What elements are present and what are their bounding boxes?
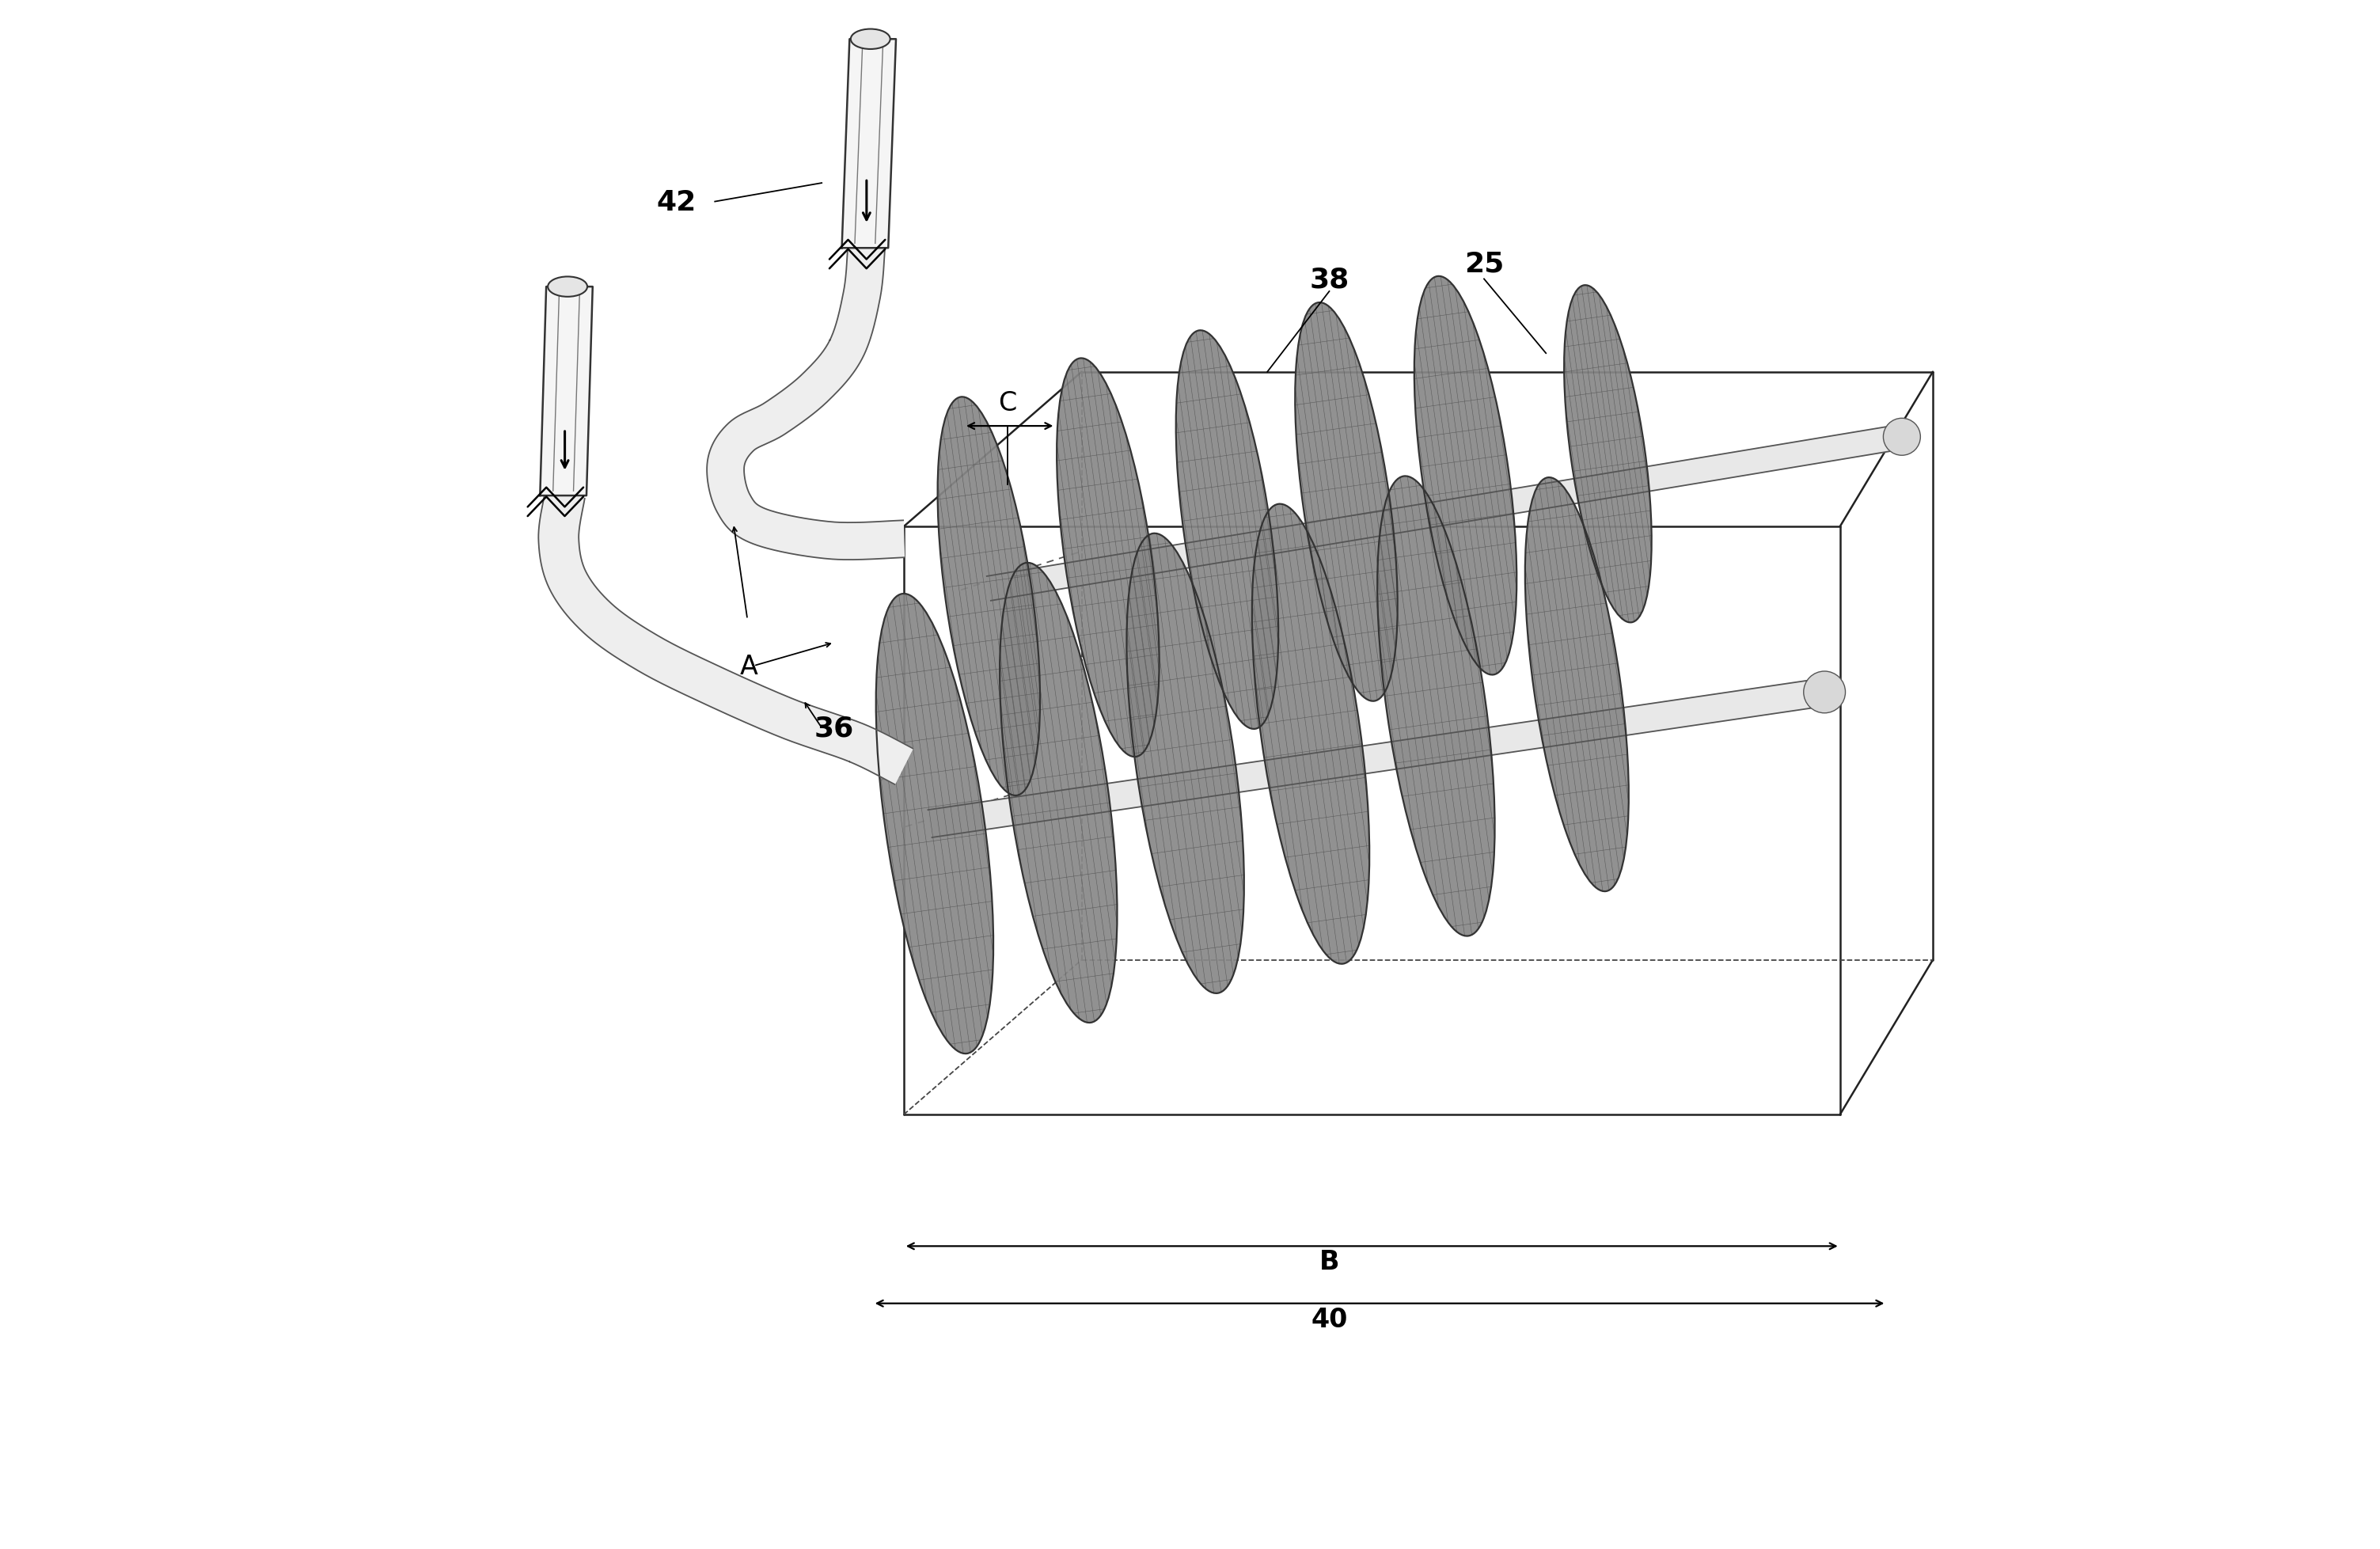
Ellipse shape bbox=[876, 595, 992, 1053]
Text: 25: 25 bbox=[1464, 251, 1504, 277]
Polygon shape bbox=[988, 424, 1904, 601]
Ellipse shape bbox=[1057, 359, 1159, 757]
Ellipse shape bbox=[1526, 479, 1628, 892]
Ellipse shape bbox=[938, 398, 1040, 796]
Text: B: B bbox=[1319, 1248, 1340, 1275]
Ellipse shape bbox=[547, 277, 588, 297]
Ellipse shape bbox=[1883, 418, 1921, 455]
Ellipse shape bbox=[1126, 534, 1245, 993]
Ellipse shape bbox=[1564, 285, 1652, 623]
Text: 36: 36 bbox=[814, 714, 854, 742]
Polygon shape bbox=[538, 493, 914, 785]
Polygon shape bbox=[843, 40, 895, 248]
Polygon shape bbox=[928, 678, 1825, 838]
Ellipse shape bbox=[850, 29, 890, 50]
Text: 38: 38 bbox=[1309, 266, 1349, 293]
Ellipse shape bbox=[1295, 304, 1397, 702]
Polygon shape bbox=[707, 243, 904, 561]
Text: 42: 42 bbox=[657, 189, 695, 215]
Text: C: C bbox=[997, 390, 1016, 417]
Ellipse shape bbox=[1414, 277, 1516, 675]
Text: A: A bbox=[740, 654, 757, 680]
Text: 40: 40 bbox=[1311, 1306, 1347, 1332]
Polygon shape bbox=[540, 287, 593, 496]
Ellipse shape bbox=[1378, 477, 1495, 936]
Ellipse shape bbox=[1804, 672, 1845, 714]
Ellipse shape bbox=[1176, 331, 1278, 730]
Ellipse shape bbox=[1252, 505, 1368, 963]
Ellipse shape bbox=[1000, 564, 1116, 1022]
